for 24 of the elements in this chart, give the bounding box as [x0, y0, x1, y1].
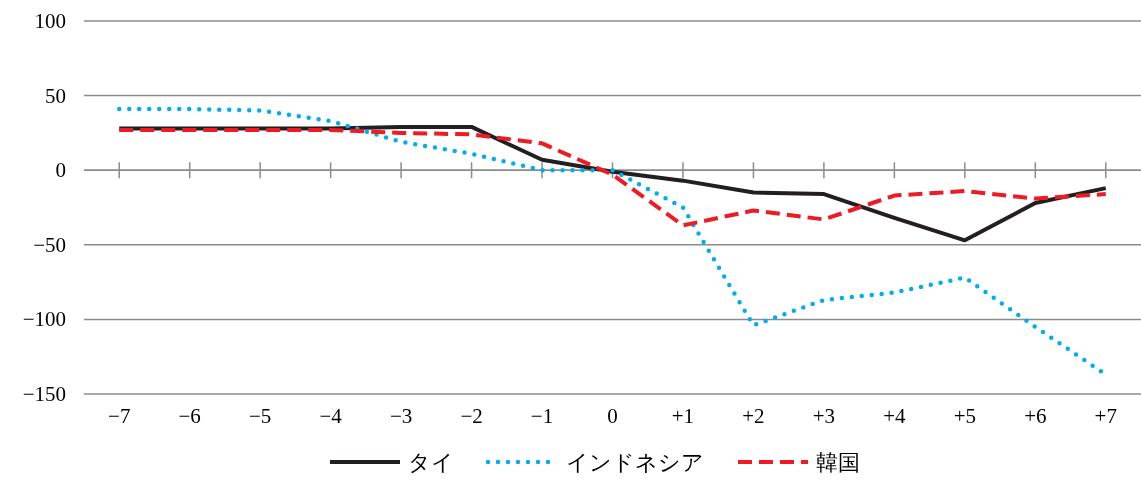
- y-tick-label: −100: [22, 307, 66, 332]
- x-tick-label: +7: [1094, 404, 1117, 428]
- y-tick-label: 50: [45, 83, 66, 108]
- x-tick-label: −1: [530, 404, 554, 428]
- x-tick-label: 0: [607, 404, 618, 428]
- x-tick-label: −2: [460, 404, 483, 428]
- x-tick-label: −7: [108, 404, 131, 428]
- x-tick-label: +5: [953, 404, 977, 428]
- x-tick-label: −6: [178, 404, 201, 428]
- y-tick-label: 100: [34, 9, 66, 33]
- y-tick-label: 0: [55, 158, 66, 183]
- x-tick-label: +6: [1024, 404, 1047, 428]
- x-tick-label: +1: [671, 404, 695, 428]
- x-tick-label: +2: [742, 404, 765, 428]
- x-tick-label: +3: [812, 404, 836, 428]
- x-tick-label: −4: [319, 404, 343, 428]
- y-tick-label: −50: [33, 232, 66, 257]
- x-tick-label: +4: [883, 404, 907, 428]
- x-tick-label: −3: [389, 404, 413, 428]
- x-tick-label: −5: [248, 404, 272, 428]
- legend-label: タイ: [408, 450, 454, 475]
- y-tick-label: −150: [22, 382, 66, 406]
- legend-label: インドネシア: [566, 450, 704, 475]
- legend-label: 韓国: [816, 450, 860, 475]
